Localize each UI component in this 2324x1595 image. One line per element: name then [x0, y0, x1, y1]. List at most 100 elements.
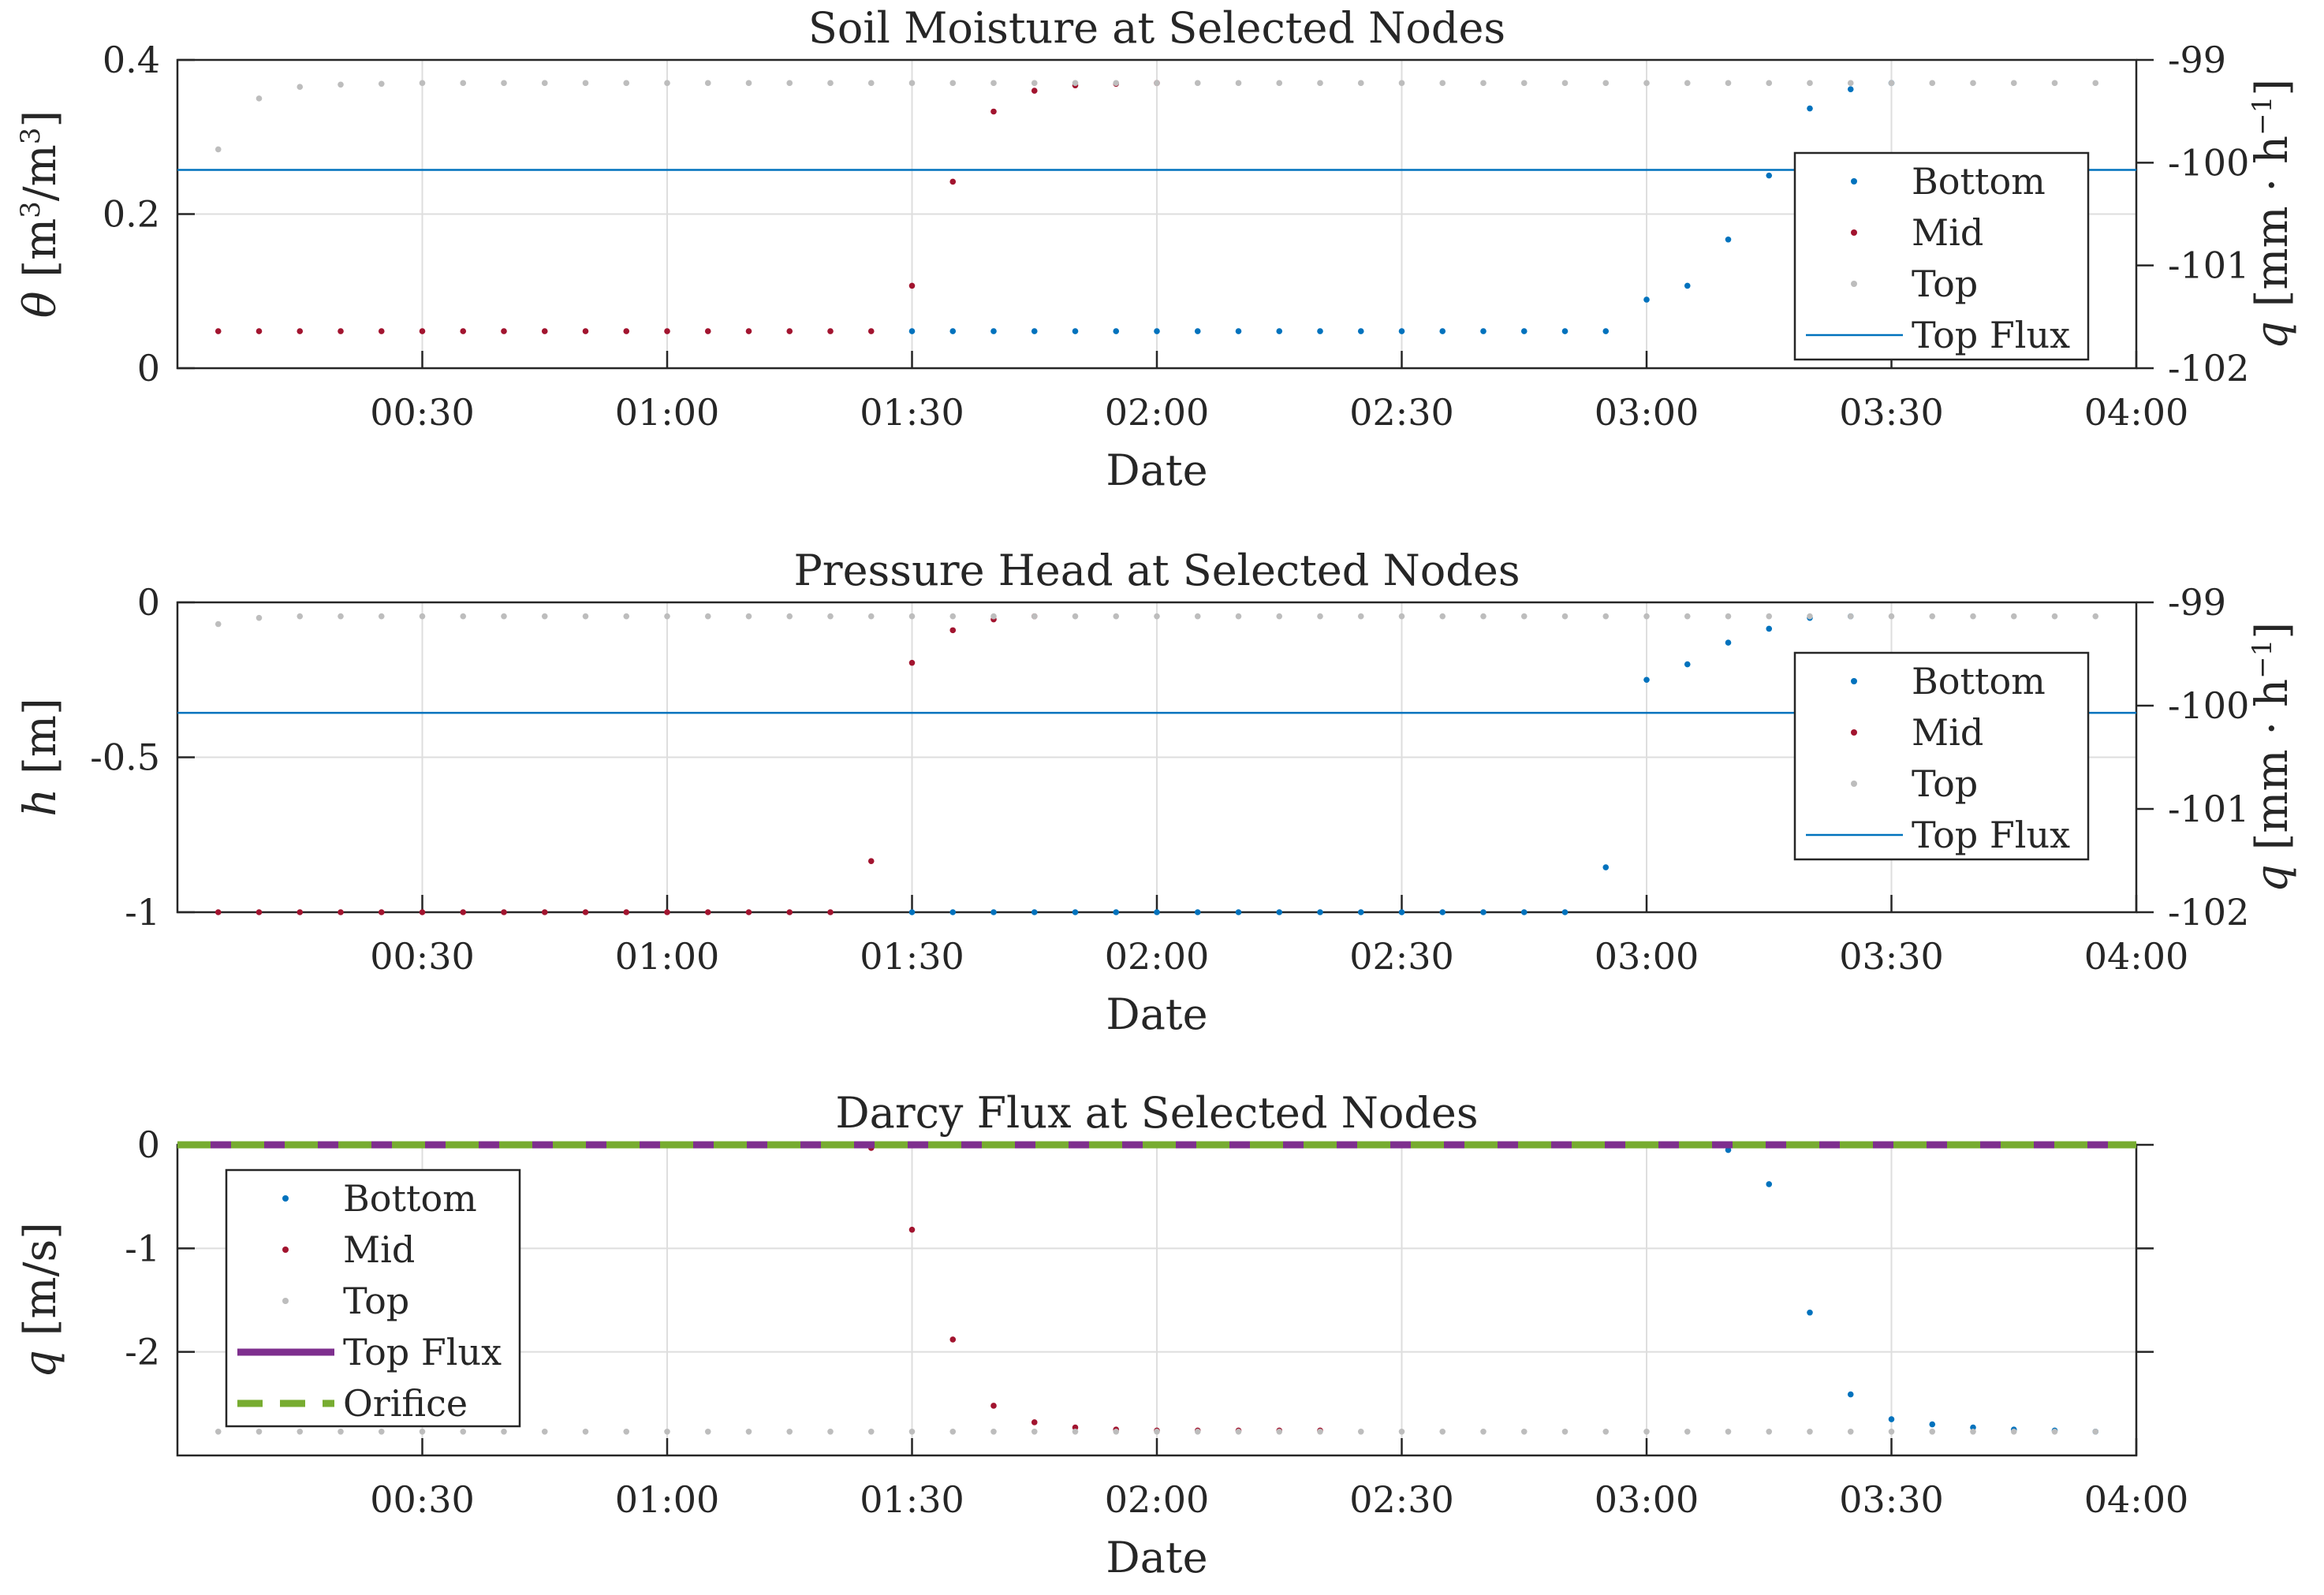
point-mid	[867, 328, 875, 334]
point-bottom	[1929, 1421, 1936, 1428]
point-top	[1725, 613, 1732, 620]
point-bottom	[1235, 328, 1242, 334]
x-tick-label: 03:30	[1839, 935, 1944, 978]
x-tick-label: 03:00	[1595, 391, 1699, 434]
x-tick-label: 04:00	[2084, 1478, 2189, 1521]
legend-label: Bottom	[1912, 660, 2046, 702]
point-bottom	[1398, 328, 1405, 334]
point-top	[1929, 80, 1936, 87]
point-top	[867, 613, 875, 620]
x-tick-label: 00:30	[370, 935, 475, 978]
point-top	[1847, 80, 1854, 87]
point-top	[214, 1428, 222, 1435]
point-top	[214, 146, 222, 153]
point-top	[1317, 80, 1323, 87]
point-bottom	[1520, 909, 1528, 915]
point-bottom	[1357, 328, 1364, 334]
point-top	[1480, 1428, 1487, 1435]
point-top	[2092, 613, 2099, 620]
point-top	[990, 1428, 997, 1435]
point-top	[460, 1428, 467, 1435]
legend-label: Top Flux	[343, 1331, 502, 1373]
point-top	[1643, 613, 1650, 620]
point-mid	[501, 909, 507, 915]
point-top	[704, 613, 711, 620]
point-bottom	[1561, 909, 1569, 915]
point-bottom	[1480, 909, 1487, 915]
point-top	[419, 613, 426, 620]
y2-tick-label: -100	[2168, 141, 2249, 184]
point-top	[827, 1428, 834, 1435]
point-bottom	[1276, 909, 1283, 915]
point-mid	[541, 328, 548, 334]
x-tick-label: 02:00	[1105, 391, 1210, 434]
legend-marker	[1851, 178, 1857, 184]
point-top	[1929, 613, 1936, 620]
point-top	[1154, 80, 1160, 87]
point-top	[745, 1428, 752, 1435]
x-tick-label: 03:30	[1839, 1478, 1944, 1521]
x-tick-label: 02:30	[1349, 391, 1454, 434]
point-bottom	[1807, 105, 1813, 112]
point-mid	[704, 909, 711, 915]
point-bottom	[1235, 909, 1242, 915]
point-top	[1194, 1428, 1201, 1435]
point-top	[990, 80, 997, 87]
legend-label: Orifice	[343, 1382, 468, 1425]
point-top	[1602, 613, 1610, 620]
point-mid	[786, 909, 793, 915]
legend-box	[225, 1168, 521, 1428]
point-mid	[867, 858, 875, 864]
point-mid	[827, 909, 834, 915]
point-top	[949, 1428, 957, 1435]
y2-tick-label: -101	[2168, 788, 2249, 830]
y-tick-label: -1	[125, 1227, 160, 1269]
point-mid	[214, 909, 222, 915]
point-top	[1072, 613, 1079, 620]
point-top	[338, 613, 344, 620]
point-top	[1520, 613, 1528, 620]
point-bottom	[908, 909, 916, 915]
legend-marker	[1851, 729, 1857, 736]
point-top	[256, 95, 263, 102]
point-top	[1154, 1428, 1160, 1435]
point-top	[1970, 80, 1976, 87]
legend-box	[1793, 151, 2090, 361]
legend-box	[1793, 651, 2090, 861]
point-mid	[990, 1403, 997, 1409]
point-top	[908, 80, 916, 87]
point-top	[1235, 1428, 1242, 1435]
point-top	[1847, 1428, 1854, 1435]
point-top	[338, 81, 344, 88]
point-bottom	[1031, 909, 1038, 915]
panel-3: 00:30 01:00 01:30 02:00 02:30 03:00 03:30 04:00…	[15, 1088, 2188, 1582]
point-top	[1561, 1428, 1569, 1435]
y2-tick-label: -99	[2168, 581, 2226, 624]
legend-label: Top Flux	[1912, 814, 2070, 856]
point-top	[1725, 1428, 1732, 1435]
point-mid	[745, 328, 752, 334]
legend-marker	[1851, 229, 1857, 236]
x-tick-label: 03:30	[1839, 391, 1944, 434]
point-top	[2010, 1428, 2017, 1435]
point-top	[582, 1428, 589, 1435]
point-mid	[256, 909, 263, 915]
legend-marker	[1851, 781, 1857, 787]
point-mid	[419, 328, 426, 334]
point-bottom	[1520, 328, 1528, 334]
point-bottom	[1194, 328, 1201, 334]
point-top	[256, 614, 263, 621]
point-top	[338, 1428, 344, 1435]
point-bottom	[908, 328, 916, 334]
point-top	[623, 1428, 630, 1435]
point-top	[1888, 613, 1895, 620]
y2-tick-label: -102	[2168, 347, 2249, 389]
point-top	[501, 613, 507, 620]
point-top	[1398, 1428, 1405, 1435]
point-mid	[541, 909, 548, 915]
x-tick-label: 02:30	[1349, 1478, 1454, 1521]
legend-label: Top	[1912, 263, 1978, 305]
point-top	[867, 80, 875, 87]
point-mid	[582, 909, 589, 915]
